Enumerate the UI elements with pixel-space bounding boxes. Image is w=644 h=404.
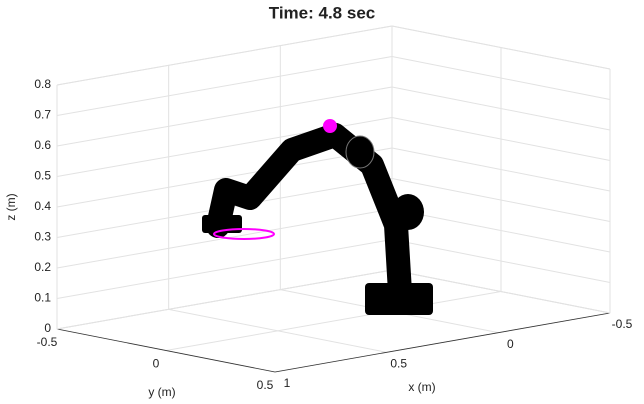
z-tick-label: 0.7 <box>34 108 51 122</box>
axis-edge <box>56 328 276 373</box>
x-tick-label: 1 <box>284 376 291 390</box>
y-tick-label: -0.5 <box>37 335 58 349</box>
robot-joint <box>392 194 424 230</box>
x-axis-label: x (m) <box>408 380 435 394</box>
x-tick-label: 0 <box>507 337 514 351</box>
grid-line <box>56 86 393 147</box>
z-tick-label: 0.5 <box>34 169 51 183</box>
z-tick-label: 0.3 <box>34 230 51 244</box>
z-tick-label: 0.6 <box>34 138 51 152</box>
y-tick-label: 0 <box>153 357 160 371</box>
grid <box>56 25 611 373</box>
axis-edge <box>391 25 611 70</box>
chart-title: Time: 4.8 sec <box>269 3 375 22</box>
z-tick-label: 0.4 <box>34 199 51 213</box>
robot-joint <box>345 135 375 169</box>
y-axis-label: y (m) <box>148 385 175 399</box>
z-tick-label: 0 <box>44 321 51 335</box>
z-tick-label: 0.8 <box>34 77 51 91</box>
trajectory <box>213 228 275 240</box>
z-tick-label: 0.1 <box>34 291 51 305</box>
robot-links <box>206 123 412 304</box>
axis-edge <box>56 25 393 86</box>
grid-line <box>56 147 393 208</box>
z-axis-label: z (m) <box>4 193 18 220</box>
robot-arm <box>202 119 433 315</box>
end-effector-marker <box>323 119 337 133</box>
x-tick-label: -0.5 <box>612 317 633 331</box>
axis-edge <box>274 312 611 373</box>
grid-line <box>56 239 393 299</box>
grid-line <box>56 56 393 116</box>
y-tick-label: 0.5 <box>257 378 274 392</box>
grid-line <box>165 291 502 351</box>
axis-edge <box>56 269 393 330</box>
axis-edge <box>391 269 611 314</box>
x-tick-label: 0.5 <box>390 357 407 371</box>
z-tick-label: 0.2 <box>34 260 51 274</box>
